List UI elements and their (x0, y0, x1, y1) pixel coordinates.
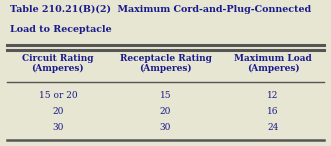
Text: Load to Receptacle: Load to Receptacle (10, 25, 112, 34)
Text: 30: 30 (52, 122, 64, 132)
Text: Table 210.21(B)(2)  Maximum Cord-and-Plug-Connected: Table 210.21(B)(2) Maximum Cord-and-Plug… (10, 4, 311, 14)
Text: Receptacle Rating
(Amperes): Receptacle Rating (Amperes) (119, 54, 212, 73)
Text: Circuit Rating
(Amperes): Circuit Rating (Amperes) (22, 54, 94, 73)
Text: Maximum Load
(Amperes): Maximum Load (Amperes) (234, 54, 312, 73)
Text: 20: 20 (52, 107, 64, 116)
Text: 12: 12 (267, 91, 279, 100)
Text: 20: 20 (160, 107, 171, 116)
Text: 16: 16 (267, 107, 279, 116)
Text: 15 or 20: 15 or 20 (39, 91, 77, 100)
Text: 30: 30 (160, 122, 171, 132)
Text: 15: 15 (160, 91, 171, 100)
Text: 24: 24 (267, 122, 279, 132)
